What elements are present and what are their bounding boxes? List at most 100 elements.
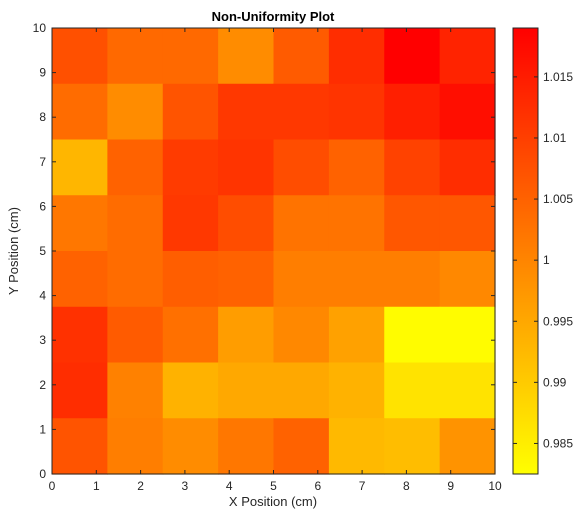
- heatmap-cell: [162, 28, 219, 85]
- heatmap-cell: [52, 418, 108, 475]
- x-tick-label: 10: [488, 479, 502, 493]
- heatmap-cell: [107, 306, 164, 364]
- heatmap-cell: [384, 195, 441, 252]
- heatmap-cell: [218, 83, 275, 141]
- heatmap-cell: [273, 418, 330, 475]
- heatmap-cell: [52, 139, 108, 196]
- colorbar-tick-label: 0.99: [543, 375, 567, 389]
- colorbar-tick-label: 1: [543, 253, 550, 267]
- heatmap-cell: [107, 251, 164, 308]
- heatmap-cell: [273, 362, 330, 419]
- colorbar-tick-label: 0.985: [543, 436, 573, 450]
- y-tick-label: 5: [39, 244, 46, 258]
- heatmap-cell: [218, 418, 275, 475]
- heatmap-cell: [384, 418, 441, 475]
- heatmap-cell: [439, 28, 496, 85]
- heatmap-cell: [107, 139, 164, 196]
- y-tick-label: 3: [39, 333, 46, 347]
- heatmap-cell: [162, 195, 219, 252]
- x-tick-label: 5: [270, 479, 277, 493]
- heatmap-cell: [273, 195, 330, 252]
- heatmap-cell: [384, 306, 441, 364]
- x-tick-label: 1: [93, 479, 100, 493]
- chart-title: Non-Uniformity Plot: [212, 9, 335, 24]
- heatmap-cell: [273, 28, 330, 85]
- heatmap-cell: [107, 362, 164, 419]
- x-tick-label: 3: [182, 479, 189, 493]
- heatmap-cell: [273, 306, 330, 364]
- heatmap-cell: [384, 251, 441, 308]
- colorbar: [512, 27, 539, 475]
- x-axis-ticks: 0 1 2 3 4 5 6 7 8 9 10: [49, 28, 502, 493]
- x-tick-label: 2: [137, 479, 144, 493]
- heatmap-cell: [384, 83, 441, 141]
- heatmap-cell: [384, 28, 441, 85]
- heatmap-cell: [218, 139, 275, 196]
- heatmap-cell: [328, 83, 385, 141]
- heatmap-cell: [107, 28, 164, 85]
- x-tick-label: 9: [447, 479, 454, 493]
- heatmap-cell: [52, 251, 108, 308]
- colorbar-tick-label: 1.005: [543, 192, 573, 206]
- heatmap-cell: [107, 83, 164, 141]
- heatmap-cell: [218, 362, 275, 419]
- heatmap-cell: [439, 83, 496, 141]
- x-tick-label: 8: [403, 479, 410, 493]
- heatmap-cell: [52, 83, 108, 141]
- heatmap-cell: [52, 195, 108, 252]
- colorbar-tick-label: 0.995: [543, 314, 573, 328]
- heatmap-cell: [328, 195, 385, 252]
- x-tick-label: 7: [359, 479, 366, 493]
- x-tick-label: 0: [49, 479, 56, 493]
- heatmap-cell: [273, 251, 330, 308]
- heatmap-cell: [328, 418, 385, 475]
- heatmap-cell: [52, 362, 108, 419]
- heatmap-cell: [328, 28, 385, 85]
- heatmap-cell: [439, 362, 496, 419]
- heatmap-cell: [162, 251, 219, 308]
- x-tick-label: 6: [314, 479, 321, 493]
- heatmap-cell: [162, 83, 219, 141]
- y-tick-label: 10: [33, 21, 47, 35]
- y-tick-label: 7: [39, 155, 46, 169]
- y-tick-label: 6: [39, 199, 46, 213]
- heatmap-cell: [107, 195, 164, 252]
- heatmap-cell: [328, 251, 385, 308]
- heatmap-cell: [162, 139, 219, 196]
- y-tick-label: 8: [39, 110, 46, 124]
- colorbar-ticks: 0.985 0.99 0.995 1 1.005 1.01 1.015: [513, 70, 573, 450]
- colorbar-tick-label: 1.015: [543, 70, 573, 84]
- heatmap-cell: [218, 306, 275, 364]
- x-tick-label: 4: [226, 479, 233, 493]
- heatmap-cells: [52, 28, 496, 475]
- heatmap-cell: [162, 418, 219, 475]
- heatmap-cell: [52, 306, 108, 364]
- x-axis-label: X Position (cm): [229, 494, 317, 509]
- heatmap-cell: [328, 139, 385, 196]
- heatmap-cell: [107, 418, 164, 475]
- heatmap-cell: [218, 28, 275, 85]
- heatmap-cell: [218, 195, 275, 252]
- heatmap-cell: [162, 306, 219, 364]
- heatmap-cell: [384, 139, 441, 196]
- heatmap-cell: [384, 362, 441, 419]
- heatmap-cell: [439, 306, 496, 364]
- y-tick-label: 2: [39, 378, 46, 392]
- heatmap-cell: [52, 28, 108, 85]
- colorbar-tick-label: 1.01: [543, 131, 567, 145]
- y-axis-ticks: 0 1 2 3 4 5 6 7 8 9 10: [33, 21, 495, 481]
- heatmap-cell: [439, 418, 496, 475]
- heatmap-cell: [328, 306, 385, 364]
- y-tick-label: 1: [39, 422, 46, 436]
- y-tick-label: 4: [39, 289, 46, 303]
- heatmap-cell: [439, 139, 496, 196]
- heatmap-cell: [162, 362, 219, 419]
- heatmap-cell: [439, 195, 496, 252]
- heatmap-cell: [273, 139, 330, 196]
- y-axis-label: Y Position (cm): [6, 207, 21, 295]
- heatmap-cell: [439, 251, 496, 308]
- y-tick-label: 9: [39, 66, 46, 80]
- heatmap-cell: [328, 362, 385, 419]
- y-tick-label: 0: [39, 467, 46, 481]
